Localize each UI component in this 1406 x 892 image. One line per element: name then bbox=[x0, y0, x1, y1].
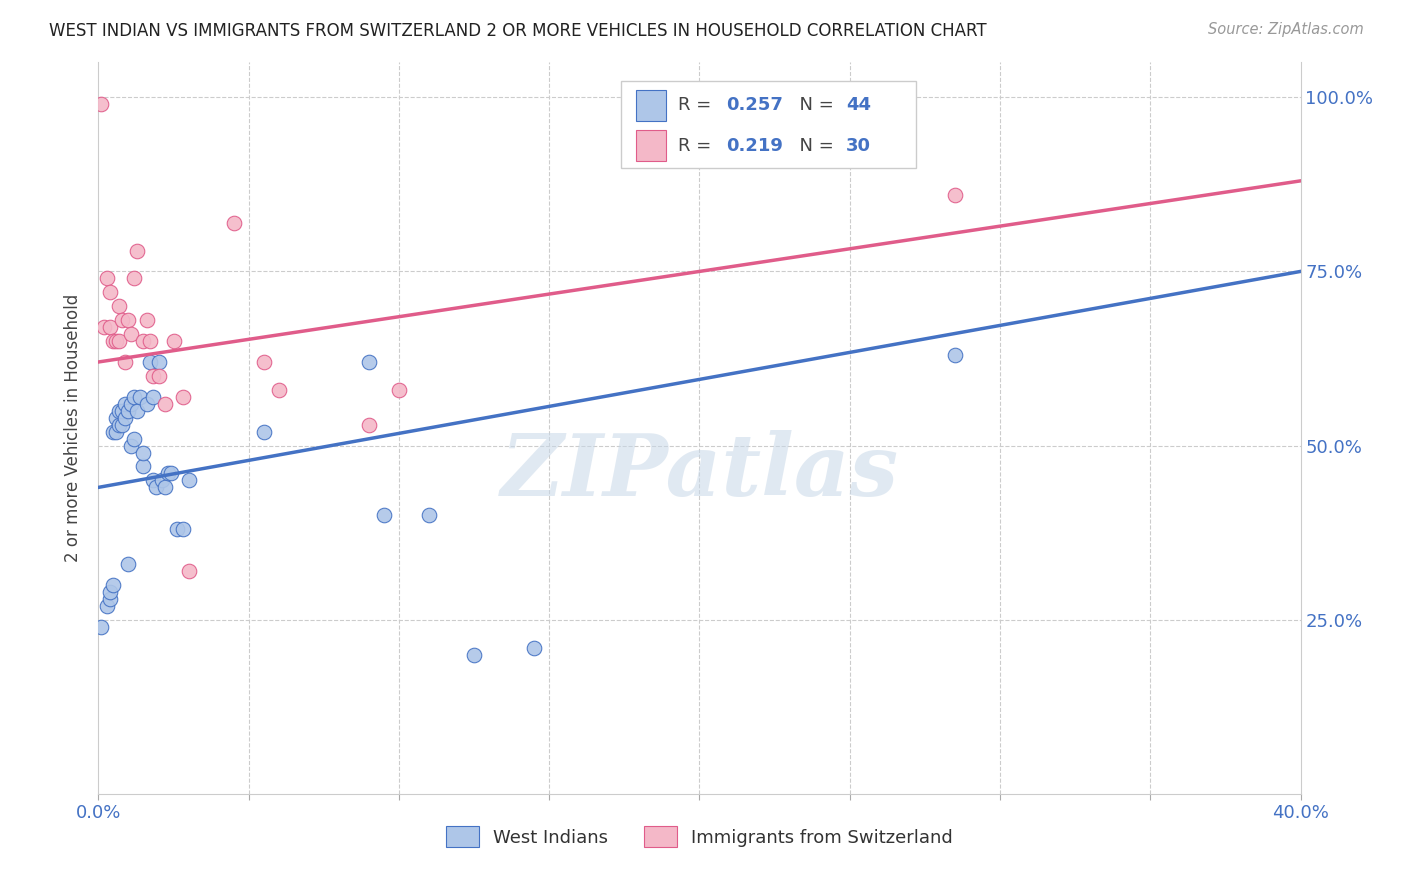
Point bbox=[267, 383, 290, 397]
Point bbox=[114, 397, 136, 411]
Point bbox=[103, 425, 125, 439]
Text: N =: N = bbox=[789, 96, 839, 114]
Point bbox=[135, 313, 157, 327]
Point bbox=[141, 390, 163, 404]
Point bbox=[96, 271, 118, 285]
Point bbox=[111, 313, 134, 327]
Point bbox=[121, 397, 143, 411]
Point bbox=[172, 522, 194, 536]
Point bbox=[103, 334, 125, 348]
Point bbox=[132, 459, 155, 474]
Text: 0.257: 0.257 bbox=[725, 96, 783, 114]
Text: ZIPatlas: ZIPatlas bbox=[501, 430, 898, 514]
Point bbox=[117, 313, 139, 327]
Point bbox=[253, 355, 276, 369]
Point bbox=[100, 320, 122, 334]
Point bbox=[132, 445, 155, 459]
Point bbox=[117, 403, 139, 417]
Bar bbox=[636, 130, 666, 161]
Point bbox=[108, 403, 131, 417]
Point bbox=[138, 355, 160, 369]
Point bbox=[172, 390, 194, 404]
Point bbox=[418, 508, 440, 523]
Point bbox=[943, 348, 966, 362]
Point bbox=[222, 216, 245, 230]
Y-axis label: 2 or more Vehicles in Household: 2 or more Vehicles in Household bbox=[65, 294, 83, 562]
Point bbox=[100, 285, 122, 300]
Point bbox=[177, 474, 200, 488]
Point bbox=[96, 599, 118, 613]
Point bbox=[105, 425, 128, 439]
Point bbox=[105, 334, 128, 348]
Point bbox=[100, 591, 122, 606]
Text: WEST INDIAN VS IMMIGRANTS FROM SWITZERLAND 2 OR MORE VEHICLES IN HOUSEHOLD CORRE: WEST INDIAN VS IMMIGRANTS FROM SWITZERLA… bbox=[49, 22, 987, 40]
Point bbox=[141, 368, 163, 383]
Point bbox=[121, 439, 143, 453]
Point bbox=[943, 187, 966, 202]
Point bbox=[357, 355, 380, 369]
Text: R =: R = bbox=[678, 136, 717, 154]
Point bbox=[114, 410, 136, 425]
Point bbox=[117, 557, 139, 571]
Point bbox=[129, 390, 152, 404]
Point bbox=[90, 97, 112, 112]
Point bbox=[357, 417, 380, 432]
Text: R =: R = bbox=[678, 96, 717, 114]
Point bbox=[138, 334, 160, 348]
FancyBboxPatch shape bbox=[621, 81, 915, 169]
Point bbox=[111, 403, 134, 417]
Point bbox=[114, 355, 136, 369]
Point bbox=[111, 417, 134, 432]
Point bbox=[108, 334, 131, 348]
Point bbox=[108, 417, 131, 432]
Point bbox=[135, 397, 157, 411]
Text: 0.219: 0.219 bbox=[725, 136, 783, 154]
Text: N =: N = bbox=[789, 136, 839, 154]
Point bbox=[159, 467, 181, 481]
Text: 44: 44 bbox=[846, 96, 872, 114]
Point bbox=[153, 397, 176, 411]
Point bbox=[145, 480, 167, 494]
Point bbox=[105, 410, 128, 425]
Point bbox=[124, 432, 146, 446]
Point bbox=[388, 383, 411, 397]
Point bbox=[177, 564, 200, 578]
Point bbox=[141, 474, 163, 488]
Text: 30: 30 bbox=[846, 136, 872, 154]
Point bbox=[121, 327, 143, 342]
Bar bbox=[636, 90, 666, 120]
Point bbox=[93, 320, 115, 334]
Point bbox=[90, 620, 112, 634]
Text: Source: ZipAtlas.com: Source: ZipAtlas.com bbox=[1208, 22, 1364, 37]
Point bbox=[132, 334, 155, 348]
Point bbox=[108, 299, 131, 313]
Point bbox=[253, 425, 276, 439]
Legend: West Indians, Immigrants from Switzerland: West Indians, Immigrants from Switzerlan… bbox=[439, 819, 960, 855]
Point bbox=[166, 522, 188, 536]
Point bbox=[100, 585, 122, 599]
Point bbox=[373, 508, 395, 523]
Point bbox=[103, 578, 125, 592]
Point bbox=[153, 480, 176, 494]
Point bbox=[124, 271, 146, 285]
Point bbox=[124, 390, 146, 404]
Point bbox=[127, 403, 149, 417]
Point bbox=[148, 368, 170, 383]
Point bbox=[463, 648, 485, 662]
Point bbox=[127, 244, 149, 258]
Point bbox=[156, 467, 179, 481]
Point bbox=[148, 355, 170, 369]
Point bbox=[150, 474, 173, 488]
Point bbox=[162, 334, 184, 348]
Point bbox=[523, 640, 546, 655]
